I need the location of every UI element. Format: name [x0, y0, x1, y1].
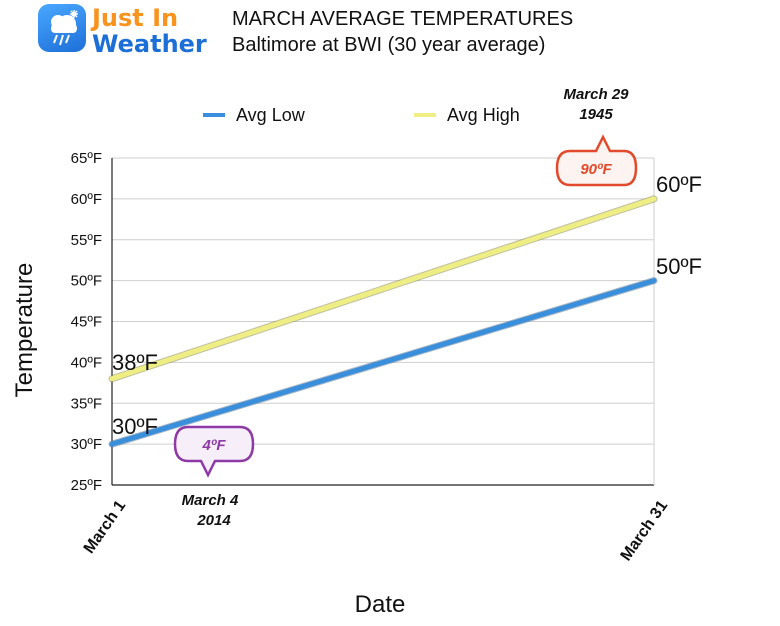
- series-line-avg-low: [109, 278, 657, 447]
- record-high-date-line2: 1945: [579, 106, 613, 123]
- avg-low-end-label: 50ºF: [656, 254, 702, 279]
- y-axis-title: Temperature: [11, 263, 38, 398]
- x-tick-label: March 31: [618, 497, 672, 564]
- record-high-value: 90ºF: [580, 161, 612, 178]
- x-axis-title: Date: [355, 591, 406, 618]
- logo-text-line2: Weather: [92, 30, 207, 58]
- logo-text-line1: Just In: [92, 4, 179, 32]
- y-tick-label: 50ºF: [71, 273, 102, 290]
- series-lines: [108, 195, 658, 448]
- legend: Avg Low Avg High: [203, 105, 520, 125]
- legend-swatch-avg-high: [414, 113, 436, 117]
- y-tick-label: 30ºF: [71, 436, 102, 453]
- y-tick-label: 55ºF: [71, 232, 102, 249]
- y-tick-label: 60ºF: [71, 191, 102, 208]
- x-axis-ticks: March 1 March 31: [81, 497, 672, 564]
- legend-label-avg-high: Avg High: [447, 105, 520, 125]
- avg-high-end-label: 60ºF: [656, 172, 702, 197]
- y-tick-label: 35ºF: [71, 395, 102, 412]
- avg-high-start-label: 38ºF: [112, 350, 158, 375]
- y-tick-label: 65ºF: [71, 150, 102, 167]
- y-tick-label: 25ºF: [71, 477, 102, 494]
- record-high-callout: March 29 1945 90ºF: [555, 86, 638, 187]
- x-tick-label: March 1: [81, 497, 130, 556]
- y-tick-label: 45ºF: [71, 314, 102, 331]
- y-tick-label: 40ºF: [71, 354, 102, 371]
- record-low-bubble: [173, 425, 255, 478]
- record-low-value: 4ºF: [202, 437, 227, 454]
- logo: Just In Weather: [38, 4, 238, 60]
- legend-label-avg-low: Avg Low: [236, 105, 306, 125]
- chart-title: MARCH AVERAGE TEMPERATURES: [232, 8, 574, 30]
- chart-subtitle: Baltimore at BWI (30 year average): [232, 34, 546, 56]
- record-low-date-line1: March 4: [182, 492, 239, 509]
- record-low-date-line2: 2014: [196, 512, 231, 529]
- end-labels: 38ºF 30ºF 60ºF 50ºF: [112, 172, 702, 439]
- record-high-bubble: [555, 134, 638, 187]
- y-axis-ticks: 25ºF 30ºF 35ºF 40ºF 45ºF 50ºF 55ºF 60ºF 65ºF: [71, 150, 102, 494]
- legend-swatch-avg-low: [203, 113, 225, 117]
- avg-low-start-label: 30ºF: [112, 414, 158, 439]
- weather-logo-icon: [38, 4, 86, 52]
- record-high-date-line1: March 29: [563, 86, 629, 103]
- series-line-avg-high: [109, 196, 657, 382]
- record-low-callout: 4ºF March 4 2014: [173, 425, 255, 529]
